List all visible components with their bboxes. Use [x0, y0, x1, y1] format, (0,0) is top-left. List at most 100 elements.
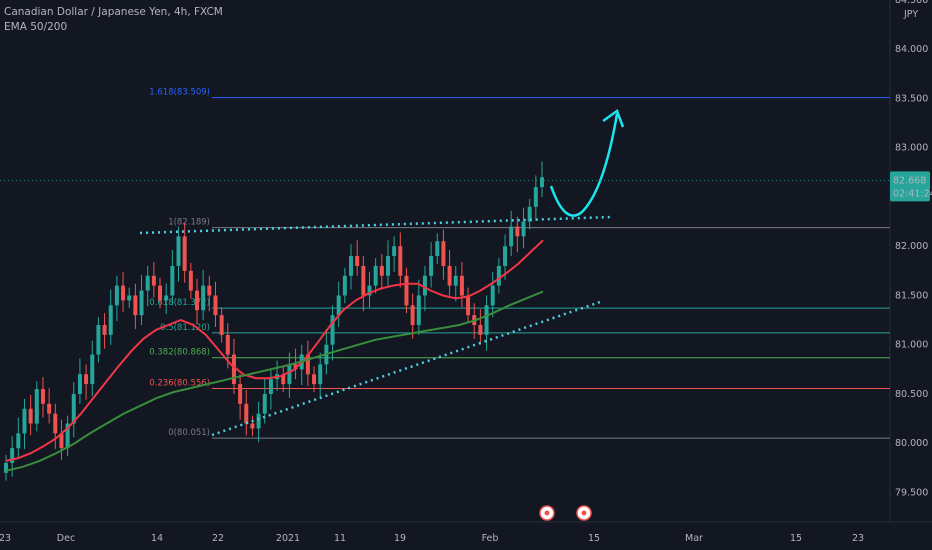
time-tick-label: Feb	[482, 533, 499, 544]
candle-body	[533, 187, 538, 207]
price-tick-label: 81.500	[895, 290, 928, 301]
candle-body	[10, 448, 15, 463]
candle-body	[77, 374, 82, 394]
candle-body	[281, 374, 286, 385]
chart-symbol-title: Canadian Dollar / Japanese Yen, 4h, FXCM	[4, 6, 223, 18]
price-tick-label: 80.000	[895, 438, 928, 449]
candle-body	[219, 315, 224, 335]
candle-body	[453, 275, 458, 286]
candle-body	[349, 256, 354, 276]
earnings-icon-dot	[581, 510, 587, 516]
candle-body	[392, 246, 397, 257]
last-price-tag[interactable]	[890, 171, 930, 202]
candle-body	[466, 295, 471, 316]
time-tick-label: 23	[852, 533, 864, 544]
candle-body	[151, 275, 156, 286]
candle-body	[182, 236, 187, 271]
candle-body	[256, 413, 261, 429]
ema-200-line[interactable]	[5, 290, 544, 472]
fib-level-label: 0.618(81.372)	[149, 298, 210, 308]
price-tick-label: 83.000	[895, 143, 928, 154]
candle-body	[367, 285, 372, 296]
candle-body	[158, 285, 163, 301]
candle-body	[213, 295, 218, 316]
time-tick-label: 2021	[276, 533, 300, 544]
fib-level-label: 0.5(81.120)	[160, 323, 210, 333]
candle-body	[53, 413, 58, 434]
candle-body	[28, 408, 33, 424]
projection-arrow[interactable]	[549, 113, 619, 217]
time-tick-label: Dec	[57, 533, 75, 544]
candle-body	[22, 408, 27, 434]
candle-body	[114, 285, 119, 306]
candle-body	[496, 265, 501, 286]
candle-body	[379, 265, 384, 276]
candle-body	[59, 433, 64, 449]
price-tick-label: 83.500	[895, 93, 928, 104]
price-tick-label: 84.500	[895, 0, 928, 6]
candle-body	[102, 325, 107, 335]
candle-body	[503, 246, 508, 266]
candle-body	[225, 334, 230, 355]
candle-body	[268, 379, 273, 394]
candle-body	[490, 285, 495, 306]
price-tick-label: 80.500	[895, 389, 928, 400]
candle-body	[373, 265, 378, 286]
candle-body	[509, 226, 514, 247]
candle-body	[244, 403, 249, 424]
earnings-icon-dot	[544, 510, 550, 516]
candle-body	[47, 403, 52, 414]
time-tick-label: 15	[790, 533, 802, 544]
candle-body	[194, 290, 199, 311]
fib-level-label: 0.382(80.868)	[149, 348, 210, 358]
time-tick-label: 23	[0, 533, 11, 544]
candle-body	[71, 393, 76, 424]
candle-body	[4, 462, 8, 473]
candle-body	[145, 275, 150, 291]
candle-body	[139, 290, 144, 316]
candle-body	[435, 241, 440, 257]
time-tick-label: 11	[334, 533, 346, 544]
candle-body	[416, 295, 421, 326]
indicator-legend[interactable]: EMA 50/200	[4, 21, 68, 33]
candle-body	[404, 275, 409, 306]
candle-body	[34, 389, 39, 424]
fib-level-label: 0.236(80.556)	[149, 378, 210, 388]
time-tick-label: Mar	[685, 533, 703, 544]
upper-trendline[interactable]	[139, 215, 613, 235]
candle-body	[231, 354, 236, 385]
candle-body	[330, 315, 335, 345]
candle-body	[527, 206, 532, 222]
candle-body	[342, 275, 347, 296]
candle-body	[170, 265, 175, 296]
currency-label[interactable]: JPY	[903, 9, 918, 20]
candle-body	[422, 275, 427, 296]
candle-body	[40, 389, 45, 404]
price-axis[interactable]	[890, 0, 932, 550]
candle-body	[318, 364, 323, 385]
candle-body	[441, 241, 446, 266]
candle-body	[176, 236, 181, 266]
candle-body	[478, 325, 483, 335]
candle-body	[410, 305, 415, 326]
lower-trendline[interactable]	[211, 300, 601, 437]
candle-body	[121, 285, 126, 301]
fib-level-label: 0(80.051)	[168, 428, 210, 438]
time-tick-label: 19	[394, 533, 406, 544]
price-tick-label: 84.000	[895, 44, 928, 55]
countdown-timer: 02:41:24	[893, 188, 932, 199]
candle-body	[238, 384, 243, 404]
ema-50-line[interactable]	[5, 239, 544, 462]
candle-body	[207, 285, 212, 296]
candle-body	[90, 354, 95, 385]
candle-body	[65, 423, 70, 449]
candle-body	[108, 305, 113, 335]
time-tick-label: 15	[588, 533, 600, 544]
candle-body	[336, 295, 341, 316]
fib-level-label: 1(82.189)	[168, 218, 210, 228]
candle-body	[305, 354, 310, 375]
time-tick-label: 22	[212, 533, 224, 544]
candle-body	[459, 275, 464, 296]
candle-body	[96, 325, 101, 355]
